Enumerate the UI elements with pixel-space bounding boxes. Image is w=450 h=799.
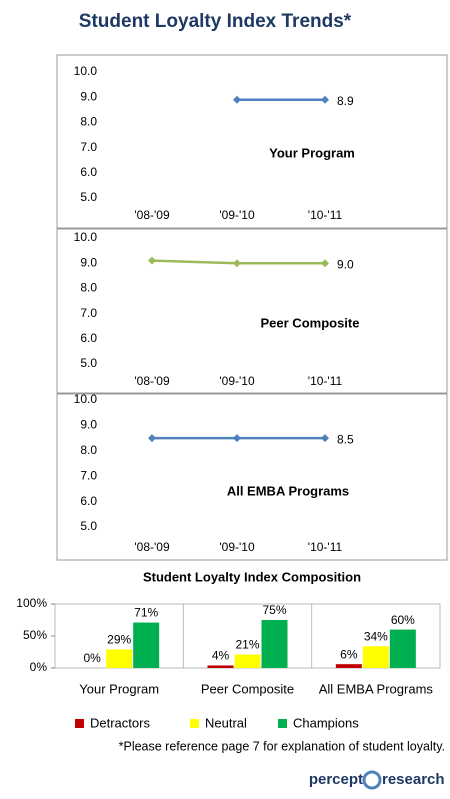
bar — [234, 654, 261, 668]
bar — [106, 649, 133, 668]
x-tick-label: '10-'11 — [308, 374, 343, 388]
y-tick-label: 5.0 — [80, 190, 97, 204]
x-tick-label: All EMBA Programs — [319, 681, 434, 696]
y-tick-label: 6.0 — [80, 331, 97, 345]
marker — [148, 434, 156, 443]
y-tick-label: 7.0 — [80, 306, 97, 320]
marker — [233, 259, 241, 268]
y-tick-label: 8.0 — [80, 115, 97, 129]
y-tick-label: 9.0 — [80, 89, 97, 103]
bar — [261, 620, 288, 668]
x-tick-label: '08-'09 — [134, 540, 170, 554]
legend-swatch — [75, 719, 84, 728]
page-title: Student Loyalty Index Trends* — [79, 11, 352, 32]
data-label: 6% — [340, 647, 358, 661]
data-label: 34% — [364, 629, 388, 643]
bar — [335, 664, 362, 668]
x-tick-label: '09-'10 — [219, 540, 255, 554]
y-tick-label: 6.0 — [80, 165, 97, 179]
y-tick-label: 7.0 — [80, 468, 97, 482]
data-label: 8.5 — [337, 432, 354, 446]
series-label: Your Program — [269, 145, 355, 160]
series-label: All EMBA Programs — [227, 483, 349, 498]
y-tick-label: 5.0 — [80, 356, 97, 370]
x-tick-label: '08-'09 — [134, 208, 170, 222]
data-label: 29% — [107, 633, 131, 647]
marker — [321, 434, 329, 443]
x-tick-label: Your Program — [79, 681, 159, 696]
marker — [321, 95, 329, 104]
bar — [389, 629, 416, 668]
data-label: 0% — [83, 651, 101, 665]
marker — [148, 256, 156, 265]
legend-swatch — [190, 719, 199, 728]
panel — [56, 228, 448, 394]
data-label: 75% — [262, 603, 286, 617]
panel — [56, 54, 448, 229]
y-tick-label: 10.0 — [74, 230, 98, 244]
chart-title: Student Loyalty Index Composition — [143, 569, 361, 584]
data-label: 8.9 — [337, 94, 354, 108]
footnote: *Please reference page 7 for explanation… — [119, 739, 445, 753]
x-tick-label: Peer Composite — [201, 681, 294, 696]
data-label: 21% — [235, 638, 259, 652]
data-label: 9.0 — [337, 257, 354, 271]
y-tick-label: 0% — [30, 660, 48, 674]
y-tick-label: 9.0 — [80, 418, 97, 432]
y-tick-label: 8.0 — [80, 443, 97, 457]
data-label: 60% — [391, 613, 415, 627]
y-tick-label: 10.0 — [74, 64, 98, 78]
data-label: 71% — [134, 606, 158, 620]
legend-label: Detractors — [90, 715, 150, 730]
data-label: 4% — [212, 649, 230, 663]
x-tick-label: '09-'10 — [219, 374, 255, 388]
logo-icon — [362, 770, 382, 790]
legend-label: Champions — [293, 715, 359, 730]
y-tick-label: 5.0 — [80, 519, 97, 533]
bar — [133, 622, 160, 668]
legend-label: Neutral — [205, 715, 247, 730]
y-tick-label: 6.0 — [80, 494, 97, 508]
marker — [233, 95, 241, 104]
x-tick-label: '10-'11 — [308, 208, 343, 222]
y-tick-label: 8.0 — [80, 281, 97, 295]
logo-text: research — [382, 771, 445, 788]
legend-swatch — [278, 719, 287, 728]
series-label: Peer Composite — [261, 315, 360, 330]
x-tick-label: '08-'09 — [134, 374, 170, 388]
y-tick-label: 9.0 — [80, 255, 97, 269]
y-tick-label: 10.0 — [74, 392, 98, 406]
bar — [207, 665, 234, 668]
x-tick-label: '10-'11 — [308, 540, 343, 554]
y-tick-label: 7.0 — [80, 140, 97, 154]
marker — [321, 259, 329, 268]
y-tick-label: 100% — [16, 596, 47, 610]
logo-text: percept — [309, 771, 363, 788]
bar — [362, 646, 389, 668]
marker — [233, 434, 241, 443]
x-tick-label: '09-'10 — [219, 208, 255, 222]
y-tick-label: 50% — [23, 628, 47, 642]
panel — [56, 393, 448, 561]
